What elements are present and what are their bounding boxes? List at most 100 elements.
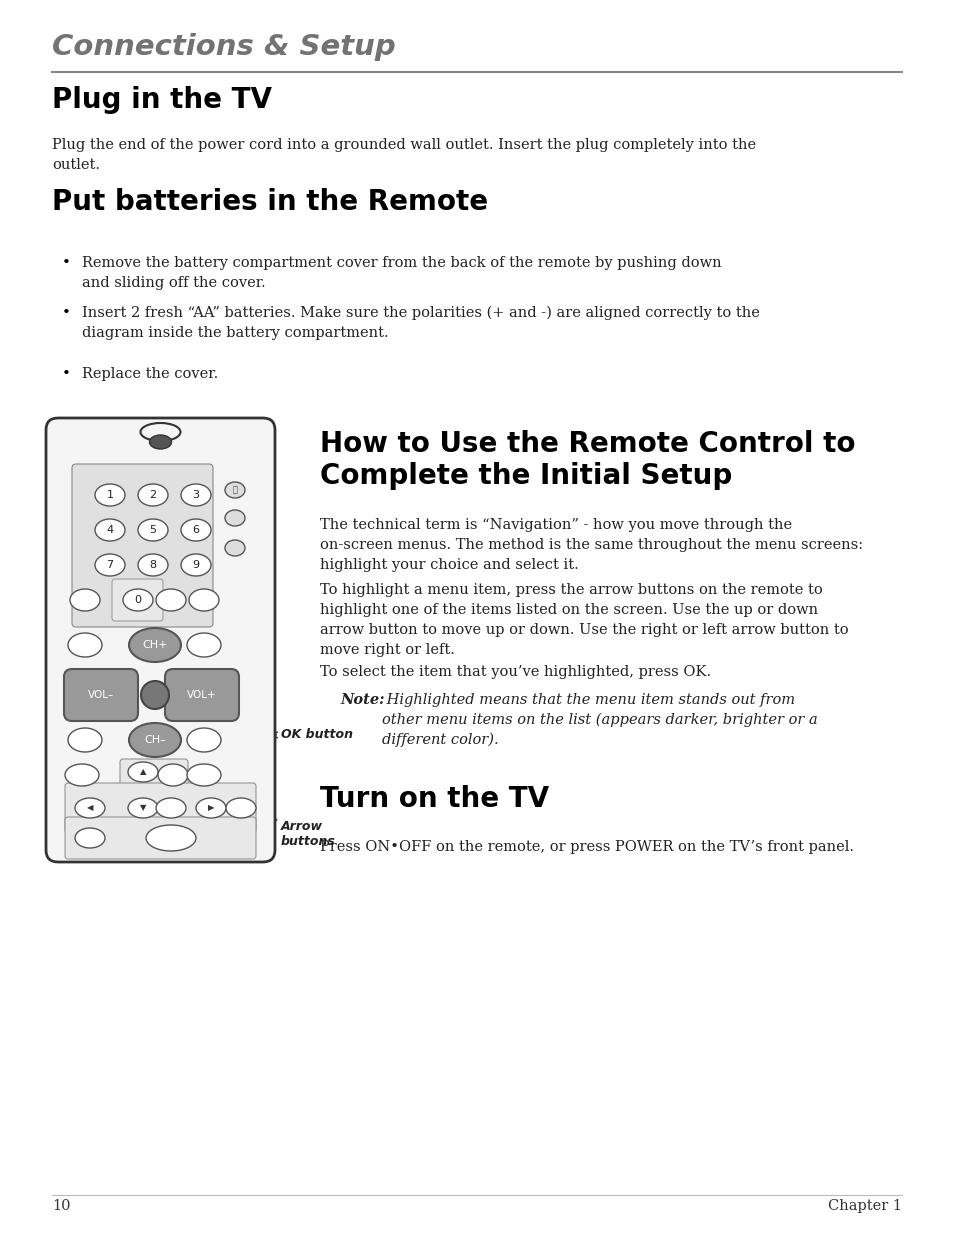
Ellipse shape: [75, 798, 105, 818]
Text: MENU: MENU: [71, 755, 92, 760]
Text: 6: 6: [193, 525, 199, 535]
Ellipse shape: [128, 798, 158, 818]
Text: Insert 2 fresh “AA” batteries. Make sure the polarities (+ and -) are aligned co: Insert 2 fresh “AA” batteries. Make sure…: [82, 306, 760, 341]
Text: Replace the cover.: Replace the cover.: [82, 367, 218, 382]
Text: How to Use the Remote Control to
Complete the Initial Setup: How to Use the Remote Control to Complet…: [319, 430, 855, 490]
Text: VOL–: VOL–: [88, 690, 114, 700]
Text: The technical term is “Navigation” - how you move through the
on-screen menus. T: The technical term is “Navigation” - how…: [319, 517, 862, 572]
Ellipse shape: [95, 555, 125, 576]
Text: 3: 3: [193, 490, 199, 500]
Text: Remove the battery compartment cover from the back of the remote by pushing down: Remove the battery compartment cover fro…: [82, 256, 720, 290]
Text: 5: 5: [150, 525, 156, 535]
Ellipse shape: [138, 555, 168, 576]
Text: Chapter 1: Chapter 1: [827, 1199, 901, 1213]
Ellipse shape: [187, 634, 221, 657]
Text: ▶: ▶: [208, 804, 214, 813]
Text: INPUT: INPUT: [74, 578, 95, 584]
Text: Connections & Setup: Connections & Setup: [52, 33, 395, 61]
Text: Put batteries in the Remote: Put batteries in the Remote: [52, 188, 488, 216]
Text: Plug in the TV: Plug in the TV: [52, 86, 272, 114]
FancyBboxPatch shape: [165, 669, 239, 721]
Text: 0: 0: [134, 595, 141, 605]
Ellipse shape: [65, 764, 99, 785]
Text: 1: 1: [107, 490, 113, 500]
Text: MUTE: MUTE: [144, 662, 166, 671]
Text: SLEEP: SLEEP: [224, 501, 245, 508]
Text: 9: 9: [193, 559, 199, 571]
Text: ZOOM+: ZOOM+: [158, 853, 183, 858]
Ellipse shape: [128, 762, 158, 782]
Ellipse shape: [156, 589, 186, 611]
Text: 7: 7: [107, 559, 113, 571]
Text: •: •: [62, 256, 71, 270]
Text: OK: OK: [168, 748, 178, 755]
Text: To select the item that you’ve highlighted, press OK.: To select the item that you’ve highlight…: [319, 664, 710, 679]
Text: CH–: CH–: [144, 735, 166, 745]
Text: ▼: ▼: [139, 804, 146, 813]
Ellipse shape: [189, 589, 219, 611]
Text: ANTENNA: ANTENNA: [155, 579, 186, 584]
FancyBboxPatch shape: [46, 417, 274, 862]
FancyBboxPatch shape: [65, 818, 255, 860]
Text: ⏻: ⏻: [233, 485, 237, 494]
Ellipse shape: [138, 519, 168, 541]
Ellipse shape: [225, 540, 245, 556]
Ellipse shape: [181, 555, 211, 576]
Text: CC: CC: [230, 532, 239, 538]
Ellipse shape: [225, 482, 245, 498]
Ellipse shape: [70, 589, 100, 611]
Text: FREEZE: FREEZE: [159, 785, 183, 790]
Text: To highlight a menu item, press the arrow buttons on the remote to
highlight one: To highlight a menu item, press the arro…: [319, 583, 848, 657]
Text: ◀: ◀: [87, 804, 93, 813]
Ellipse shape: [150, 435, 172, 450]
Ellipse shape: [225, 510, 245, 526]
Text: GO BACK: GO BACK: [68, 746, 96, 751]
Text: 8: 8: [150, 559, 156, 571]
Ellipse shape: [187, 727, 221, 752]
Text: 4: 4: [107, 525, 113, 535]
Ellipse shape: [129, 629, 181, 662]
Text: 10: 10: [52, 1199, 71, 1213]
Text: PRESETS: PRESETS: [191, 579, 217, 584]
FancyBboxPatch shape: [65, 783, 255, 832]
Text: Arrow
buttons: Arrow buttons: [281, 820, 335, 848]
Ellipse shape: [68, 634, 102, 657]
Ellipse shape: [68, 727, 102, 752]
Text: VOL+: VOL+: [187, 690, 216, 700]
Ellipse shape: [226, 798, 255, 818]
Text: OK button: OK button: [281, 729, 353, 741]
Text: SKIP: SKIP: [196, 621, 212, 627]
Text: Plug the end of the power cord into a grounded wall outlet. Insert the plug comp: Plug the end of the power cord into a gr…: [52, 138, 756, 172]
Ellipse shape: [181, 484, 211, 506]
Text: Highlighted means that the menu item stands out from
other menu items on the lis: Highlighted means that the menu item sta…: [381, 693, 817, 747]
Text: Turn on the TV: Turn on the TV: [319, 785, 549, 813]
Text: ZOOM–: ZOOM–: [78, 853, 101, 858]
FancyBboxPatch shape: [120, 760, 188, 802]
Ellipse shape: [95, 484, 125, 506]
Ellipse shape: [95, 519, 125, 541]
Ellipse shape: [158, 764, 188, 785]
Ellipse shape: [146, 825, 195, 851]
Ellipse shape: [75, 827, 105, 848]
Ellipse shape: [129, 722, 181, 757]
Text: 2: 2: [150, 490, 156, 500]
FancyBboxPatch shape: [64, 669, 138, 721]
Text: INFO: INFO: [196, 756, 212, 761]
Text: CH+: CH+: [142, 640, 168, 650]
Ellipse shape: [195, 798, 226, 818]
Text: FAV: FAV: [197, 745, 210, 751]
Text: Note:: Note:: [339, 693, 384, 706]
Text: SOUND: SOUND: [72, 621, 97, 627]
Ellipse shape: [141, 680, 169, 709]
FancyBboxPatch shape: [71, 464, 213, 627]
Ellipse shape: [187, 764, 221, 785]
Text: Press ON•OFF on the remote, or press POWER on the TV’s front panel.: Press ON•OFF on the remote, or press POW…: [319, 840, 853, 853]
Ellipse shape: [181, 519, 211, 541]
Text: •: •: [62, 306, 71, 320]
Ellipse shape: [123, 589, 152, 611]
Text: CLEAR: CLEAR: [231, 785, 251, 790]
FancyBboxPatch shape: [112, 579, 163, 621]
Text: ▲: ▲: [139, 767, 146, 777]
Ellipse shape: [156, 798, 186, 818]
Ellipse shape: [138, 484, 168, 506]
